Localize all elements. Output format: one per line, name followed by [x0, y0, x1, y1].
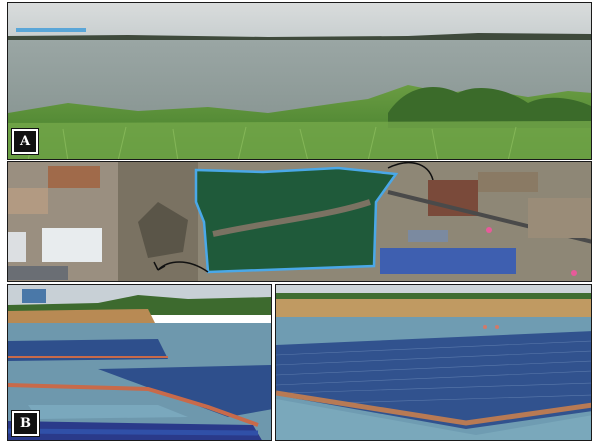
embankment — [276, 299, 591, 319]
far-treeline — [8, 33, 591, 41]
float-pontoon — [276, 390, 591, 426]
panel-label-a: A — [10, 128, 40, 155]
pointer-arrow-to-a — [387, 162, 434, 181]
blue-roof-shed — [380, 248, 516, 274]
aerial-map-panel — [7, 161, 592, 282]
lake-photo — [8, 3, 591, 159]
shrub-cluster — [388, 87, 591, 128]
solar-array-right — [276, 285, 591, 440]
lake-photo-panel — [7, 2, 592, 160]
panel-label-b: B — [11, 410, 40, 437]
distant-structure — [16, 28, 86, 32]
floating-solar-photo-right — [275, 284, 592, 441]
float-pontoon — [8, 383, 259, 427]
solar-panel-rows — [98, 365, 271, 417]
solar-array-left — [8, 285, 271, 440]
warehouse-roof — [42, 228, 102, 262]
floating-solar-photo-left — [7, 284, 272, 441]
aerial-map — [8, 162, 591, 281]
